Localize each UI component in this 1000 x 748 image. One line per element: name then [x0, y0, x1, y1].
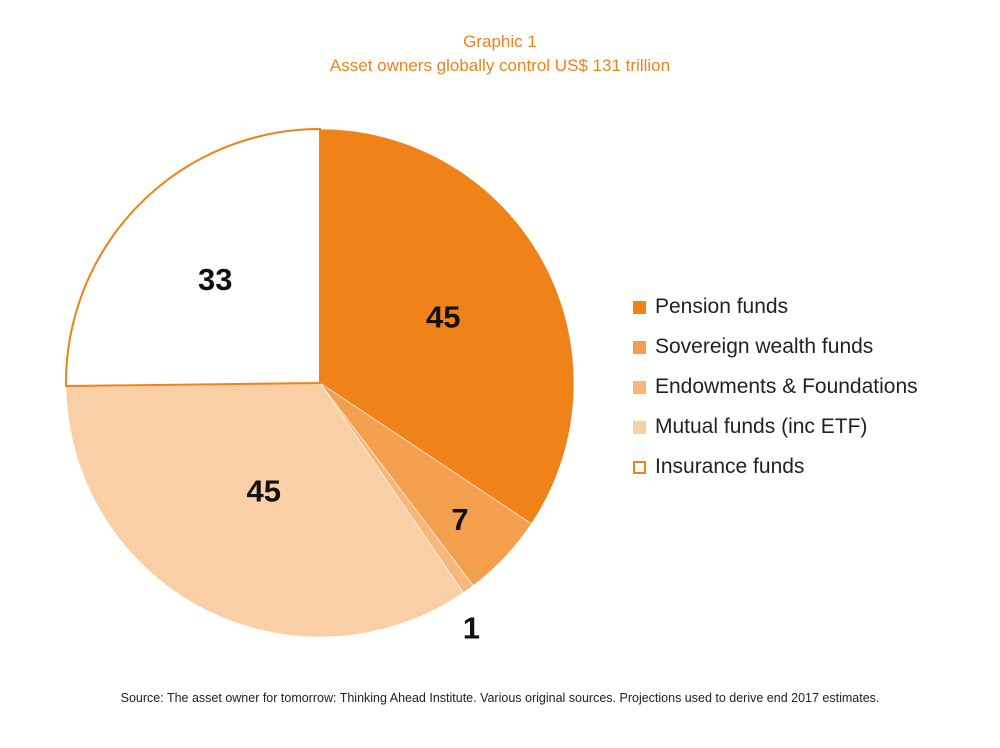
pie-slice-insurance-funds [65, 127, 321, 388]
legend-label: Endowments & Foundations [655, 375, 918, 398]
pie-data-label: 45 [426, 300, 460, 335]
pie-data-label: 1 [463, 611, 480, 646]
pie-data-label: 45 [246, 474, 280, 509]
chart-legend: Pension funds Sovereign wealth funds Endow… [633, 287, 918, 487]
pie-data-label: 7 [451, 502, 468, 537]
pie-slices [65, 127, 575, 638]
legend-swatch [633, 380, 646, 394]
legend-item: Pension funds [633, 287, 918, 327]
pie-slice-mutual-funds-inc-etf [65, 382, 464, 638]
chart-header: Graphic 1 Asset owners globally control … [0, 30, 1000, 78]
chart-title: Asset owners globally control US$ 131 tr… [329, 56, 671, 75]
chart-kicker: Graphic 1 [463, 32, 537, 51]
pie-data-label: 33 [198, 262, 232, 297]
legend-item: Sovereign wealth funds [633, 327, 918, 367]
legend-swatch [633, 300, 646, 314]
legend-label: Mutual funds (inc ETF) [655, 415, 868, 438]
legend-item: Insurance funds [633, 447, 918, 487]
legend-swatch [633, 460, 646, 474]
legend-item: Mutual funds (inc ETF) [633, 407, 918, 447]
source-note: Source: The asset owner for tomorrow: Th… [120, 691, 880, 705]
legend-item: Endowments & Foundations [633, 367, 918, 407]
legend-label: Sovereign wealth funds [655, 335, 874, 358]
legend-label: Insurance funds [655, 455, 805, 478]
legend-swatch [633, 420, 646, 434]
legend-swatch [633, 340, 646, 354]
pie-data-labels: 45 7 1 45 33 [198, 262, 480, 646]
legend-label: Pension funds [655, 295, 789, 318]
